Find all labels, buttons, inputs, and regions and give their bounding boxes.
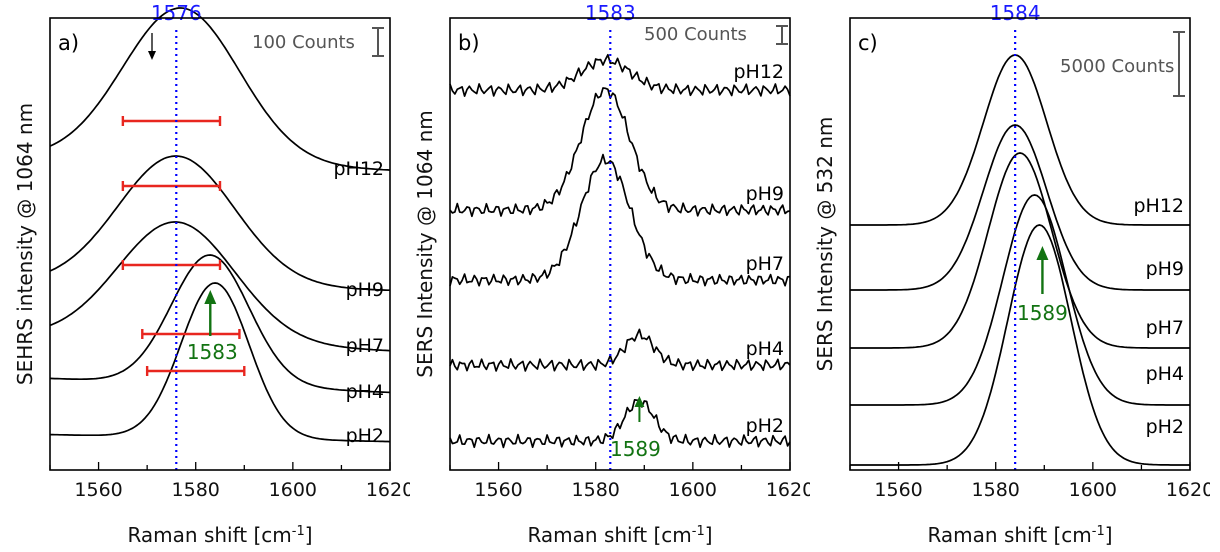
panel-b: pH12 pH9 pH7 pH4 pH2 1583 1589 500 Counts b) 1560… [410, 0, 810, 552]
scale-label: 5000 Counts [1060, 56, 1174, 77]
top-marker-arrow-head [148, 51, 156, 60]
series-label-pH4: pH4 [746, 338, 784, 360]
x-axis-label: Raman shift [cm-1] [527, 523, 712, 547]
series-line-pH4 [850, 194, 1190, 406]
panel-c: pH12 pH9 pH7 pH4 pH2 1584 1589 5000 Counts c) 156… [810, 0, 1210, 552]
series-label-pH9: pH9 [1146, 258, 1184, 280]
series-label-pH12: pH12 [733, 61, 784, 83]
series-line-pH7 [449, 153, 791, 287]
series-label-pH2: pH2 [746, 415, 784, 437]
x-tick-label: 1560 [874, 479, 922, 501]
series-line-pH12 [449, 53, 791, 97]
plot-frame [849, 17, 1191, 471]
series-line-pH4 [49, 254, 391, 394]
peak-position-label: 1584 [990, 1, 1041, 25]
series-label-pH9: pH9 [746, 183, 784, 205]
series-label-pH4: pH4 [1146, 363, 1184, 385]
series-line-pH7 [49, 221, 391, 352]
x-axis-label: Raman shift [cm-1] [927, 523, 1112, 547]
x-tick-label: 1600 [1069, 479, 1117, 501]
chart-a: pH12 pH9 pH7 pH4 pH2 1576 1583 100 Counts a) 1560… [13, 1, 410, 547]
shift-label: 1589 [610, 437, 661, 461]
panel-label: a) [58, 31, 79, 55]
series-label-pH7: pH7 [1146, 317, 1184, 339]
series-label-pH2: pH2 [1146, 416, 1184, 438]
panel-label: b) [458, 31, 480, 55]
series-line-pH2 [50, 282, 391, 443]
x-tick-label: 1600 [269, 479, 317, 501]
series-line-pH4 [449, 328, 791, 372]
shift-label: 1583 [187, 340, 238, 364]
x-tick-label: 1580 [972, 479, 1020, 501]
shift-label: 1589 [1017, 301, 1068, 325]
shift-arrow-head [204, 290, 217, 304]
series-line-pH12 [49, 7, 391, 171]
scale-label: 500 Counts [644, 24, 747, 45]
shift-arrow-head [1036, 246, 1049, 260]
x-tick-label: 1620 [1166, 479, 1210, 501]
series-label-pH12: pH12 [333, 158, 384, 180]
series-label-pH12: pH12 [1133, 195, 1184, 217]
series-line-pH7 [850, 152, 1190, 349]
shift-arrow-head [634, 396, 645, 407]
series-label-pH9: pH9 [346, 279, 384, 301]
series-line-pH2 [850, 224, 1190, 466]
series-line-pH12 [850, 54, 1190, 226]
x-tick-label: 1620 [766, 479, 810, 501]
peak-position-label: 1583 [585, 1, 636, 25]
series-line-pH9 [850, 124, 1190, 291]
x-tick-label: 1600 [669, 479, 717, 501]
peak-position-label: 1576 [151, 1, 202, 25]
chart-b: pH12 pH9 pH7 pH4 pH2 1583 1589 500 Counts b) 1560… [413, 1, 810, 547]
series-label-pH7: pH7 [346, 335, 384, 357]
x-tick-label: 1560 [74, 479, 122, 501]
series-label-pH7: pH7 [746, 253, 784, 275]
series-label-pH4: pH4 [346, 381, 384, 403]
chart-c: pH12 pH9 pH7 pH4 pH2 1584 1589 5000 Counts c) 156… [813, 1, 1210, 547]
plot-frame [449, 17, 791, 471]
scale-label: 100 Counts [252, 32, 355, 53]
panel-label: c) [858, 31, 878, 55]
x-axis-label: Raman shift [cm-1] [127, 523, 312, 547]
x-tick-label: 1620 [366, 479, 410, 501]
series-line-pH2 [449, 398, 791, 449]
y-axis-label: SEHRS intensity @ 1064 nm [13, 103, 37, 385]
panel-a: pH12 pH9 pH7 pH4 pH2 1576 1583 100 Counts a) 1560… [10, 0, 410, 552]
y-axis-label: SERS Intensity @ 532 nm [813, 117, 837, 372]
x-tick-label: 1560 [474, 479, 522, 501]
x-tick-label: 1580 [572, 479, 620, 501]
y-axis-label: SERS Intensity @ 1064 nm [413, 110, 437, 377]
x-tick-label: 1580 [172, 479, 220, 501]
series-line-pH9 [449, 87, 791, 218]
plot-frame [49, 17, 391, 471]
series-label-pH2: pH2 [346, 425, 384, 447]
